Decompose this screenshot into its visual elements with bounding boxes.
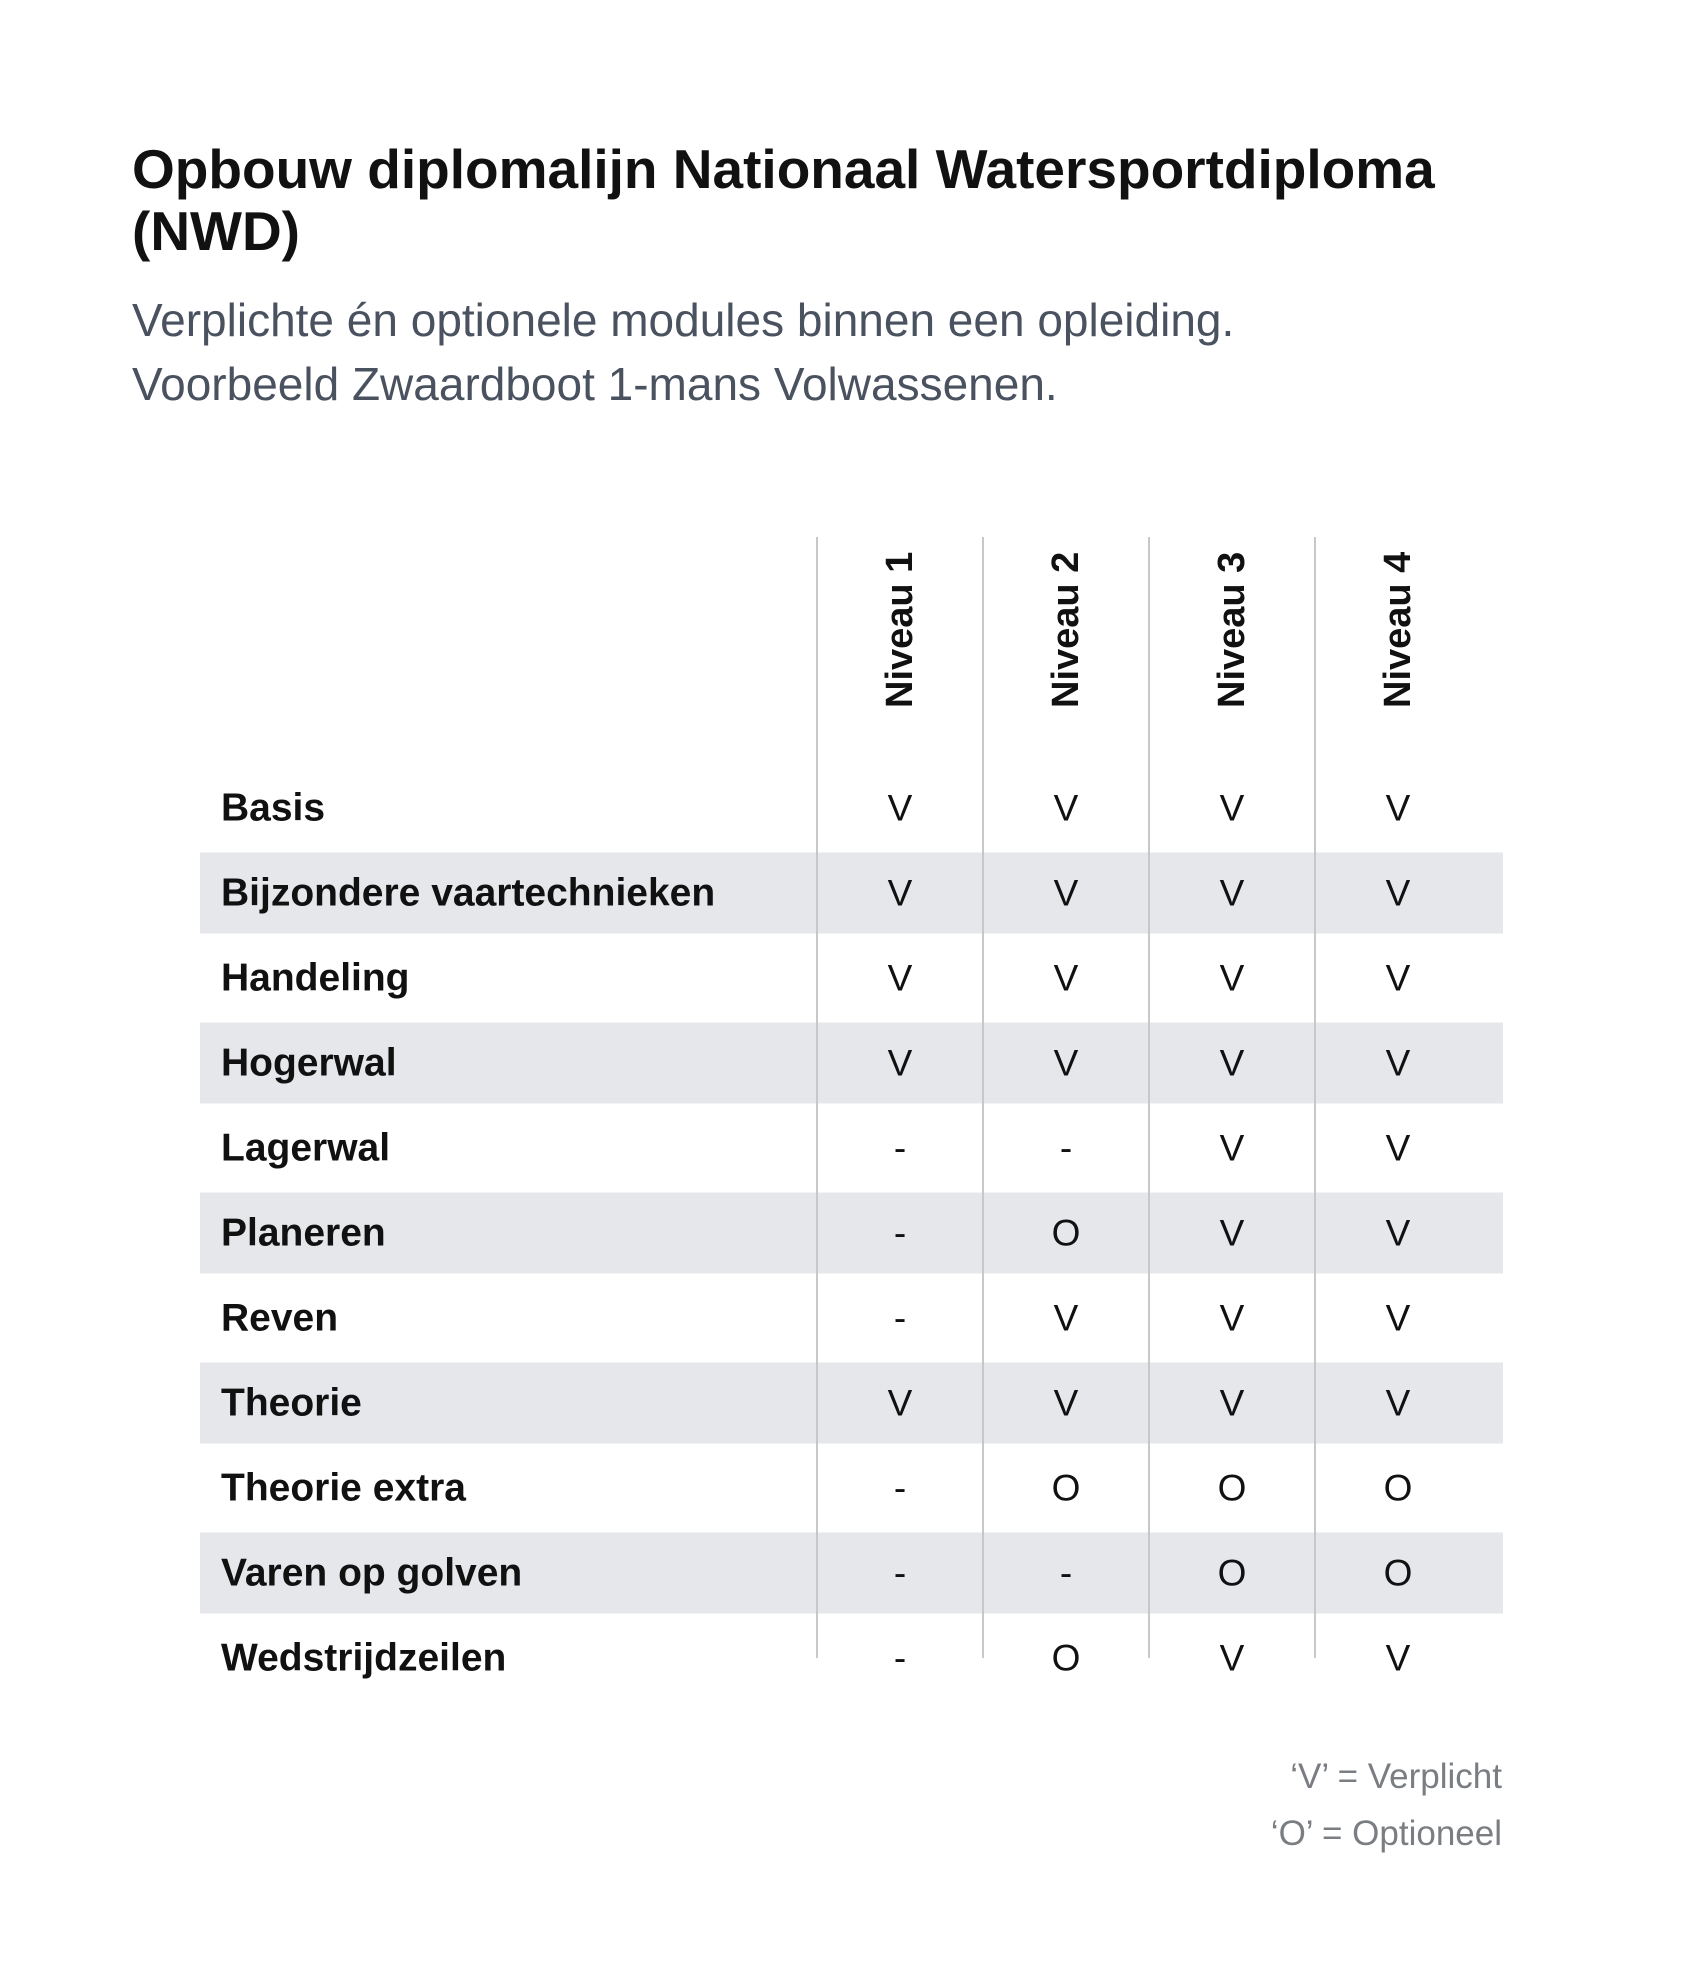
chart-title: Opbouw diplomalijn Nationaal Watersportd… [132,138,1435,262]
row-label-handeling: Handeling [221,957,410,1000]
cell-theorie-niveau-1: V [888,1383,913,1424]
cell-planeren-niveau-2: O [1052,1213,1081,1254]
cell-theorie-extra-niveau-1: - [894,1468,906,1509]
cell-hogerwal-niveau-3: V [1220,1043,1245,1084]
cell-theorie-niveau-4: V [1386,1383,1411,1424]
cell-lagerwal-niveau-4: V [1386,1128,1411,1169]
cell-reven-niveau-4: V [1386,1298,1411,1339]
cell-varen-op-golven-niveau-3: O [1218,1553,1247,1594]
row-stripe [200,1362,1503,1444]
cell-lagerwal-niveau-2: - [1060,1128,1072,1169]
cell-bijzondere-vaartechnieken-niveau-3: V [1220,873,1245,914]
cell-theorie-niveau-2: V [1054,1383,1079,1424]
cell-hogerwal-niveau-1: V [888,1043,913,1084]
cell-bijzondere-vaartechnieken-niveau-2: V [1054,873,1079,914]
subtitle-line-1: Verplichte én optionele modules binnen e… [132,294,1235,346]
legend: ‘V’ = Verplicht ‘O’ = Optioneel [1271,1748,1502,1862]
cell-theorie-niveau-3: V [1220,1383,1245,1424]
cell-reven-niveau-2: V [1054,1298,1079,1339]
column-header-niveau-3: Niveau 3 [1211,552,1253,708]
row-label-reven: Reven [221,1297,338,1340]
row-label-theorie-extra: Theorie extra [221,1467,466,1510]
row-label-wedstrijdzeilen: Wedstrijdzeilen [221,1637,506,1680]
row-label-varen-op-golven: Varen op golven [221,1552,522,1595]
legend-entry-verplicht: ‘V’ = Verplicht [1290,1757,1502,1796]
chart-subtitle: Verplichte én optionele modules binnen e… [132,288,1572,416]
subtitle-line-2: Voorbeeld Zwaardboot 1-mans Volwassenen. [132,358,1058,410]
cell-varen-op-golven-niveau-2: - [1060,1553,1072,1594]
cell-handeling-niveau-1: V [888,958,913,999]
cell-basis-niveau-1: V [888,788,913,829]
cell-theorie-extra-niveau-2: O [1052,1468,1081,1509]
cell-planeren-niveau-4: V [1386,1213,1411,1254]
cell-wedstrijdzeilen-niveau-4: V [1386,1638,1411,1679]
row-stripe [200,1022,1503,1104]
column-header-niveau-1: Niveau 1 [879,552,921,708]
cell-lagerwal-niveau-3: V [1220,1128,1245,1169]
cell-basis-niveau-2: V [1054,788,1079,829]
row-label-planeren: Planeren [221,1212,386,1255]
cell-wedstrijdzeilen-niveau-2: O [1052,1638,1081,1679]
cell-bijzondere-vaartechnieken-niveau-4: V [1386,873,1411,914]
cell-reven-niveau-3: V [1220,1298,1245,1339]
legend-entry-optioneel: ‘O’ = Optioneel [1270,1814,1502,1853]
row-label-hogerwal: Hogerwal [221,1042,397,1085]
cell-planeren-niveau-3: V [1220,1213,1245,1254]
row-label-basis: Basis [221,787,325,830]
row-label-theorie: Theorie [221,1382,362,1425]
row-stripe [200,1532,1503,1614]
row-stripe [200,1192,1503,1274]
cell-lagerwal-niveau-1: - [894,1128,906,1169]
cell-wedstrijdzeilen-niveau-3: V [1220,1638,1245,1679]
cell-wedstrijdzeilen-niveau-1: - [894,1638,906,1679]
cell-hogerwal-niveau-4: V [1386,1043,1411,1084]
cell-planeren-niveau-1: - [894,1213,906,1254]
column-header-niveau-4: Niveau 4 [1377,552,1419,708]
cell-bijzondere-vaartechnieken-niveau-1: V [888,873,913,914]
column-header-niveau-2: Niveau 2 [1045,552,1087,708]
cell-handeling-niveau-2: V [1054,958,1079,999]
cell-basis-niveau-3: V [1220,788,1245,829]
cell-theorie-extra-niveau-4: O [1384,1468,1413,1509]
cell-theorie-extra-niveau-3: O [1218,1468,1247,1509]
cell-reven-niveau-1: - [894,1298,906,1339]
cell-basis-niveau-4: V [1386,788,1411,829]
row-label-lagerwal: Lagerwal [221,1127,390,1170]
cell-handeling-niveau-4: V [1386,958,1411,999]
cell-varen-op-golven-niveau-4: O [1384,1553,1413,1594]
cell-hogerwal-niveau-2: V [1054,1043,1079,1084]
cell-handeling-niveau-3: V [1220,958,1245,999]
row-stripe [200,852,1503,934]
cell-varen-op-golven-niveau-1: - [894,1553,906,1594]
row-label-bijzondere-vaartechnieken: Bijzondere vaartechnieken [221,872,715,915]
